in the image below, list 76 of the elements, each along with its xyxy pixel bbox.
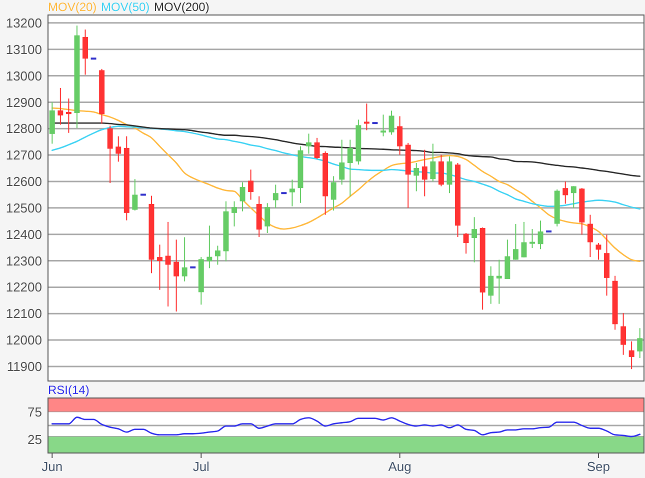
candlestick xyxy=(430,143,436,182)
candlestick xyxy=(530,228,535,249)
candlestick xyxy=(512,224,518,260)
candlestick xyxy=(306,133,312,154)
x-tick-label: Jul xyxy=(192,459,210,474)
candlestick xyxy=(240,182,246,212)
line-series xyxy=(51,126,641,210)
candlestick xyxy=(132,178,138,212)
candlestick xyxy=(49,102,55,144)
candlestick xyxy=(488,266,494,304)
candlestick xyxy=(397,116,403,156)
candlestick xyxy=(339,139,345,186)
candlestick xyxy=(289,179,295,207)
candlestick xyxy=(314,137,320,160)
y-tick-label: 12400 xyxy=(6,226,42,242)
candlestick xyxy=(446,156,452,194)
candlestick xyxy=(206,225,212,269)
candlestick xyxy=(620,312,626,356)
candlestick xyxy=(562,180,568,204)
y-tick-label: 12700 xyxy=(6,148,42,163)
candlestick xyxy=(438,154,444,187)
candlestick xyxy=(82,29,88,76)
candlestick xyxy=(570,186,576,208)
candlestick xyxy=(264,202,270,234)
candlestick xyxy=(364,103,370,131)
y-tick-label: 13200 xyxy=(6,15,42,30)
candlestick xyxy=(157,244,162,290)
series-label: RSI(14) xyxy=(48,383,90,397)
candlestick xyxy=(521,221,527,258)
candlestick xyxy=(165,221,171,307)
x-tick-label: Aug xyxy=(388,459,412,474)
candlestick xyxy=(414,162,420,192)
candlestick xyxy=(380,114,386,137)
candlestick xyxy=(66,98,72,134)
y-tick-label: 12600 xyxy=(6,174,42,190)
candlestick xyxy=(248,169,254,200)
candlestick xyxy=(472,216,478,263)
y-tick-label: 13000 xyxy=(6,68,42,84)
y-tick-label: 12100 xyxy=(6,306,42,322)
text: MOV(200) xyxy=(154,0,210,14)
y-tick-label: 12000 xyxy=(6,332,42,348)
x-tick-label: Sep xyxy=(586,459,610,474)
candlestick xyxy=(347,139,353,197)
candlestick xyxy=(628,340,634,370)
text: MOV(50) xyxy=(101,0,150,14)
candlestick xyxy=(504,239,510,280)
line-series xyxy=(51,416,641,438)
text: MOV(20) xyxy=(48,0,97,14)
line-series xyxy=(51,107,641,262)
candlestick xyxy=(496,259,502,304)
candlestick xyxy=(272,184,278,208)
candlestick xyxy=(538,220,544,250)
y-tick-label: 12500 xyxy=(6,200,42,216)
candlestick xyxy=(587,214,593,258)
y-tick-label: 25 xyxy=(28,432,42,447)
candlestick xyxy=(596,242,602,260)
candlestick xyxy=(182,236,188,282)
candlestick xyxy=(232,200,237,227)
y-tick-label: 13100 xyxy=(6,42,42,57)
candlestick xyxy=(637,328,643,359)
candlestick xyxy=(214,245,220,266)
candlestick xyxy=(58,87,64,126)
candlestick xyxy=(174,239,180,312)
y-tick-label: 12900 xyxy=(6,94,42,110)
y-tick-label: 12300 xyxy=(6,253,42,268)
candlestick xyxy=(463,232,469,254)
candlestick xyxy=(330,176,336,212)
y-tick-label: 12800 xyxy=(6,121,42,136)
y-tick-label: 75 xyxy=(28,404,42,420)
x-tick-label: Jun xyxy=(42,459,63,474)
candlestick xyxy=(388,110,394,136)
y-tick-label: 12200 xyxy=(6,280,42,295)
candlestick xyxy=(107,125,113,184)
y-tick-label: 11900 xyxy=(6,359,42,374)
candlestick xyxy=(116,136,122,162)
candlestick xyxy=(422,149,428,197)
